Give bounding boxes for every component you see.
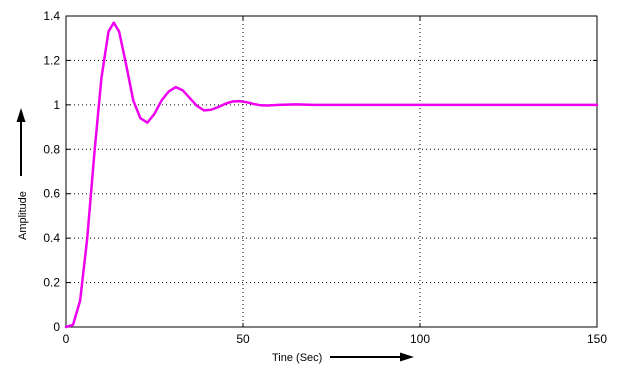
y-tick-label: 0 — [53, 320, 60, 334]
x-tick-label: 50 — [236, 332, 250, 346]
y-tick-label: 0.6 — [43, 187, 60, 201]
y-axis-arrow-icon — [16, 108, 26, 176]
x-tick-label: 150 — [587, 332, 607, 346]
y-tick-label: 1 — [53, 98, 60, 112]
x-tick-label: 100 — [410, 332, 430, 346]
tick-labels: 0 50 100 150 0 0.2 0.4 0.6 0.8 1 1.2 1.4 — [43, 9, 607, 346]
y-tick-label: 1.2 — [43, 53, 60, 67]
y-tick-label: 0.8 — [43, 142, 60, 156]
plot-area — [65, 15, 598, 328]
x-tick-label: 0 — [63, 332, 70, 346]
x-axis-arrow-icon — [330, 352, 414, 362]
series-layer — [64, 21, 599, 329]
y-tick-label: 1.4 — [43, 9, 60, 23]
y-tick-label: 0.4 — [43, 231, 60, 245]
grid-lines — [66, 16, 597, 327]
y-axis-title: Amplitude — [17, 191, 29, 240]
y-tick-label: 0.2 — [43, 276, 60, 290]
x-axis-title: Tine (Sec) — [272, 352, 322, 364]
amplitude-series-line — [64, 21, 599, 329]
